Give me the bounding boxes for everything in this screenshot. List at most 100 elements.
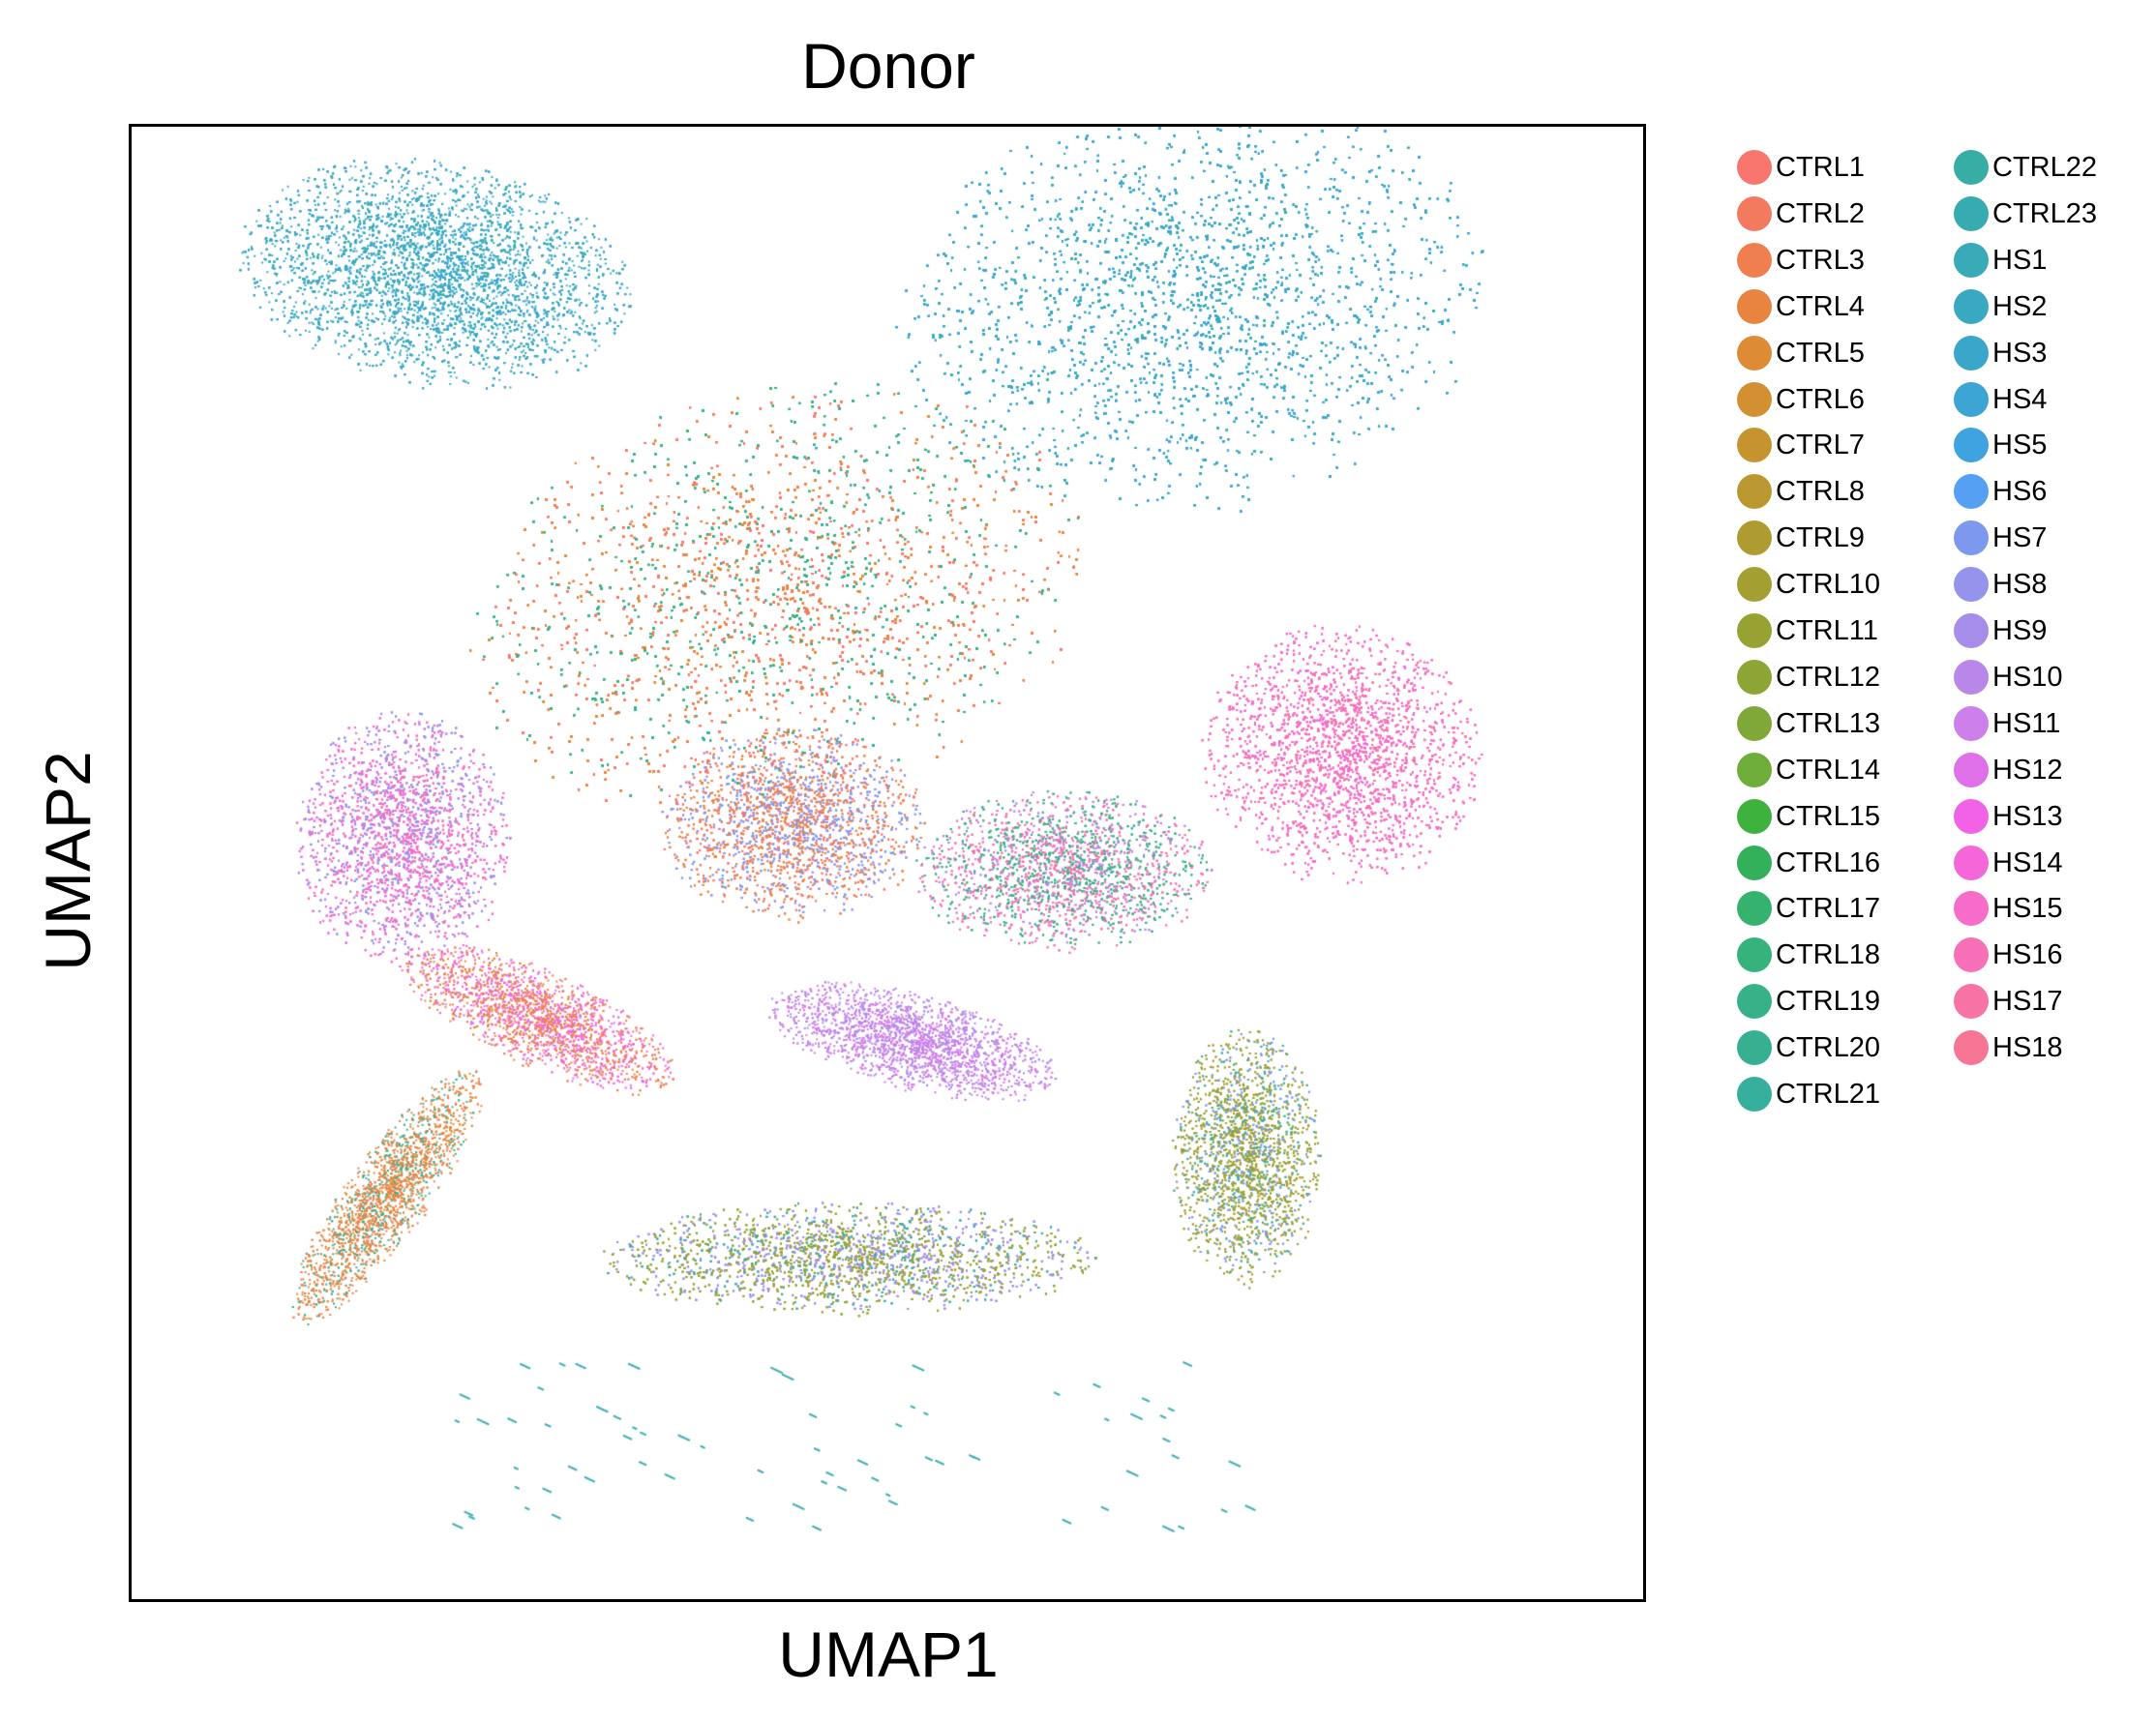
legend-item: HS6 xyxy=(1954,472,2047,511)
legend-marker xyxy=(1954,937,1989,973)
legend-marker xyxy=(1954,288,1989,324)
legend-label: HS7 xyxy=(1992,522,2048,554)
legend-item: CTRL12 xyxy=(1737,658,1880,697)
legend-item: HS17 xyxy=(1954,982,2063,1021)
legend: CTRL1 CTRL2 CTRL3 CTRL4 CTRL5 CTRL6 CTRL7 CTRL8… xyxy=(1737,148,2143,1112)
legend-marker xyxy=(1737,520,1772,556)
legend-label: HS18 xyxy=(1992,1032,2063,1064)
legend-item: CTRL21 xyxy=(1737,1075,1880,1113)
legend-item: CTRL17 xyxy=(1737,889,1880,928)
legend-marker xyxy=(1954,659,1989,695)
legend-marker xyxy=(1954,520,1989,556)
legend-label: CTRL4 xyxy=(1776,290,1865,322)
legend-label: CTRL21 xyxy=(1776,1079,1880,1110)
legend-label: CTRL7 xyxy=(1776,430,1865,461)
legend-label: CTRL16 xyxy=(1776,846,1880,878)
legend-label: HS16 xyxy=(1992,939,2063,971)
legend-item: CTRL22 xyxy=(1954,148,2097,187)
legend-item: CTRL14 xyxy=(1737,751,1880,789)
legend-label: CTRL3 xyxy=(1776,244,1865,276)
legend-label: CTRL11 xyxy=(1776,615,1878,646)
legend-marker xyxy=(1954,242,1989,278)
legend-label: HS15 xyxy=(1992,893,2063,925)
legend-marker xyxy=(1954,474,1989,510)
legend-item: HS3 xyxy=(1954,334,2047,372)
legend-item: HS5 xyxy=(1954,426,2047,464)
legend-item: CTRL5 xyxy=(1737,334,1865,372)
legend-item: CTRL10 xyxy=(1737,565,1880,604)
legend-marker xyxy=(1954,984,1989,1020)
legend-marker xyxy=(1954,798,1989,834)
legend-marker xyxy=(1737,845,1772,880)
legend-marker xyxy=(1737,1030,1772,1066)
legend-item: CTRL20 xyxy=(1737,1028,1880,1067)
legend-marker xyxy=(1737,335,1772,371)
legend-item: HS12 xyxy=(1954,751,2063,789)
legend-item: CTRL23 xyxy=(1954,194,2097,233)
legend-item: CTRL7 xyxy=(1737,426,1865,464)
legend-label: CTRL22 xyxy=(1992,152,2097,183)
legend-item: CTRL15 xyxy=(1737,797,1880,836)
legend-item: CTRL1 xyxy=(1737,148,1865,187)
legend-marker xyxy=(1954,428,1989,463)
legend-label: CTRL18 xyxy=(1776,939,1880,971)
legend-marker xyxy=(1954,150,1989,185)
legend-item: HS2 xyxy=(1954,287,2047,326)
legend-item: HS8 xyxy=(1954,565,2047,604)
legend-label: HS10 xyxy=(1992,661,2063,693)
legend-item: HS11 xyxy=(1954,704,2060,743)
legend-item: CTRL11 xyxy=(1737,611,1878,650)
legend-marker xyxy=(1737,705,1772,741)
legend-label: HS14 xyxy=(1992,846,2063,878)
legend-marker xyxy=(1737,1077,1772,1112)
legend-item: HS1 xyxy=(1954,241,2047,280)
legend-marker xyxy=(1737,195,1772,231)
legend-label: HS4 xyxy=(1992,383,2048,415)
legend-label: HS6 xyxy=(1992,476,2048,508)
legend-label: HS17 xyxy=(1992,986,2063,1018)
legend-marker xyxy=(1737,659,1772,695)
legend-marker xyxy=(1737,567,1772,603)
legend-marker xyxy=(1954,567,1989,603)
legend-item: CTRL19 xyxy=(1737,982,1880,1021)
legend-marker xyxy=(1737,381,1772,417)
legend-item: HS4 xyxy=(1954,380,2047,419)
legend-item: HS13 xyxy=(1954,797,2063,836)
legend-item: HS15 xyxy=(1954,889,2063,928)
legend-marker xyxy=(1737,937,1772,973)
legend-label: HS13 xyxy=(1992,800,2063,832)
legend-item: HS10 xyxy=(1954,658,2063,697)
legend-item: CTRL2 xyxy=(1737,194,1865,233)
legend-label: CTRL12 xyxy=(1776,661,1880,693)
umap-scatter-canvas xyxy=(132,127,1643,1599)
legend-marker xyxy=(1954,381,1989,417)
legend-marker xyxy=(1737,242,1772,278)
legend-marker xyxy=(1954,891,1989,927)
legend-marker xyxy=(1737,798,1772,834)
legend-label: CTRL1 xyxy=(1776,152,1865,183)
legend-label: CTRL23 xyxy=(1992,197,2097,229)
legend-label: CTRL14 xyxy=(1776,754,1880,786)
legend-item: HS18 xyxy=(1954,1028,2063,1067)
chart-title: Donor xyxy=(801,30,975,102)
legend-label: HS8 xyxy=(1992,569,2048,601)
legend-marker xyxy=(1954,613,1989,648)
legend-label: CTRL15 xyxy=(1776,800,1880,832)
legend-label: CTRL9 xyxy=(1776,522,1865,554)
legend-item: CTRL16 xyxy=(1737,844,1880,882)
legend-item: CTRL18 xyxy=(1737,935,1880,974)
legend-label: HS2 xyxy=(1992,290,2048,322)
legend-label: HS5 xyxy=(1992,430,2048,461)
legend-item: HS16 xyxy=(1954,935,2063,974)
legend-marker xyxy=(1737,613,1772,648)
legend-marker xyxy=(1954,335,1989,371)
legend-label: HS11 xyxy=(1992,707,2061,739)
legend-marker xyxy=(1954,845,1989,880)
legend-marker xyxy=(1954,705,1989,741)
legend-label: CTRL13 xyxy=(1776,707,1880,739)
legend-marker xyxy=(1954,1030,1989,1066)
legend-label: CTRL2 xyxy=(1776,197,1865,229)
legend-label: CTRL5 xyxy=(1776,337,1865,369)
legend-label: CTRL20 xyxy=(1776,1032,1880,1064)
legend-item: CTRL4 xyxy=(1737,287,1865,326)
